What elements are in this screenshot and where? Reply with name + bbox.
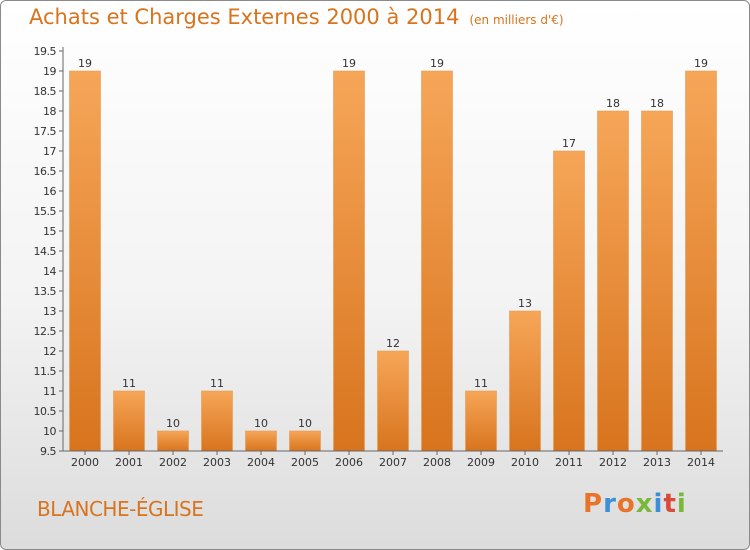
bar-2005 [289,430,321,452]
y-tick-label: 10 [43,425,56,438]
x-tick-label: 2007 [379,456,407,469]
bar-2002 [157,430,189,452]
logo-letter: x [635,489,654,519]
y-tick-label: 17 [43,145,56,158]
data-label: 11 [122,377,136,390]
bar-2010 [509,310,541,452]
y-tick-label: 17.5 [34,125,57,138]
bar-2014 [685,70,717,452]
data-label: 18 [606,97,620,110]
chart-title: Achats et Charges Externes 2000 à 2014 [29,5,460,29]
bar-2000 [69,70,101,452]
bar-2011 [553,150,585,452]
y-tick-label: 19.5 [34,45,57,58]
x-tick-label: 2005 [291,456,319,469]
y-tick-label: 11.5 [34,365,57,378]
logo-letter: t [663,489,677,519]
data-label: 19 [78,57,92,70]
y-tick-label: 10.5 [34,405,57,418]
x-tick-label: 2009 [467,456,495,469]
data-label: 11 [210,377,224,390]
data-label: 13 [518,297,532,310]
data-label: 10 [166,417,180,430]
bar-2006 [333,70,365,452]
x-tick-label: 2003 [203,456,231,469]
logo-letter: i [653,489,664,519]
y-tick-label: 15 [43,225,56,238]
x-tick-label: 2008 [423,456,451,469]
y-tick-label: 13 [43,305,56,318]
logo-letter: r [603,489,617,519]
y-tick-label: 11 [43,385,56,398]
x-tick-label: 2001 [115,456,143,469]
logo-letter: o [616,489,636,519]
logo-letter: P [583,489,604,519]
bar-layer [69,70,717,452]
bar-2008 [421,70,453,452]
bar-2001 [113,390,145,452]
y-tick-label: 18 [43,105,56,118]
y-tick-label: 16.5 [34,165,57,178]
x-tick-label: 2013 [643,456,671,469]
x-tick-label: 2014 [687,456,715,469]
chart-subtitle: (en milliers d'€) [469,13,564,27]
data-label: 11 [474,377,488,390]
data-label: 12 [386,337,400,350]
data-label: 10 [254,417,268,430]
x-tick-label: 2012 [599,456,627,469]
y-tick-label: 12 [43,345,56,358]
y-tick-label: 14 [43,265,56,278]
x-tick-label: 2002 [159,456,187,469]
y-tick-label: 19 [43,65,56,78]
y-tick-label: 12.5 [34,325,57,338]
data-label: 19 [694,57,708,70]
commune-name: BLANCHE-ÉGLISE [37,497,204,521]
title-row: Achats et Charges Externes 2000 à 2014 (e… [29,5,564,29]
x-tick-label: 2010 [511,456,539,469]
y-tick-label: 14.5 [34,245,57,258]
label-layer: 19 11 10 11 10 10 19 12 19 11 13 17 18 18 19 [78,57,708,430]
x-tick-label: 2004 [247,456,275,469]
data-label: 18 [650,97,664,110]
logo-letter: i [676,489,687,519]
bar-2012 [597,110,629,452]
axis-layer: 9.5 10 10.5 11 11.5 12 12.5 13 13.5 14 14.5 15 15.5 1… [34,45,723,469]
data-label: 17 [562,137,576,150]
x-tick-label: 2011 [555,456,583,469]
data-label: 19 [430,57,444,70]
proxiti-logo[interactable]: Proxiti [583,489,687,519]
y-tick-label: 16 [43,185,56,198]
x-tick-label: 2000 [71,456,99,469]
bar-2013 [641,110,673,452]
bar-2004 [245,430,277,452]
y-tick-label: 15.5 [34,205,57,218]
y-tick-label: 18.5 [34,85,57,98]
bar-2003 [201,390,233,452]
data-label: 19 [342,57,356,70]
y-tick-label: 13.5 [34,285,57,298]
bar-2009 [465,390,497,452]
bar-2007 [377,350,409,452]
x-tick-label: 2006 [335,456,363,469]
y-tick-label: 9.5 [40,445,56,458]
data-label: 10 [298,417,312,430]
